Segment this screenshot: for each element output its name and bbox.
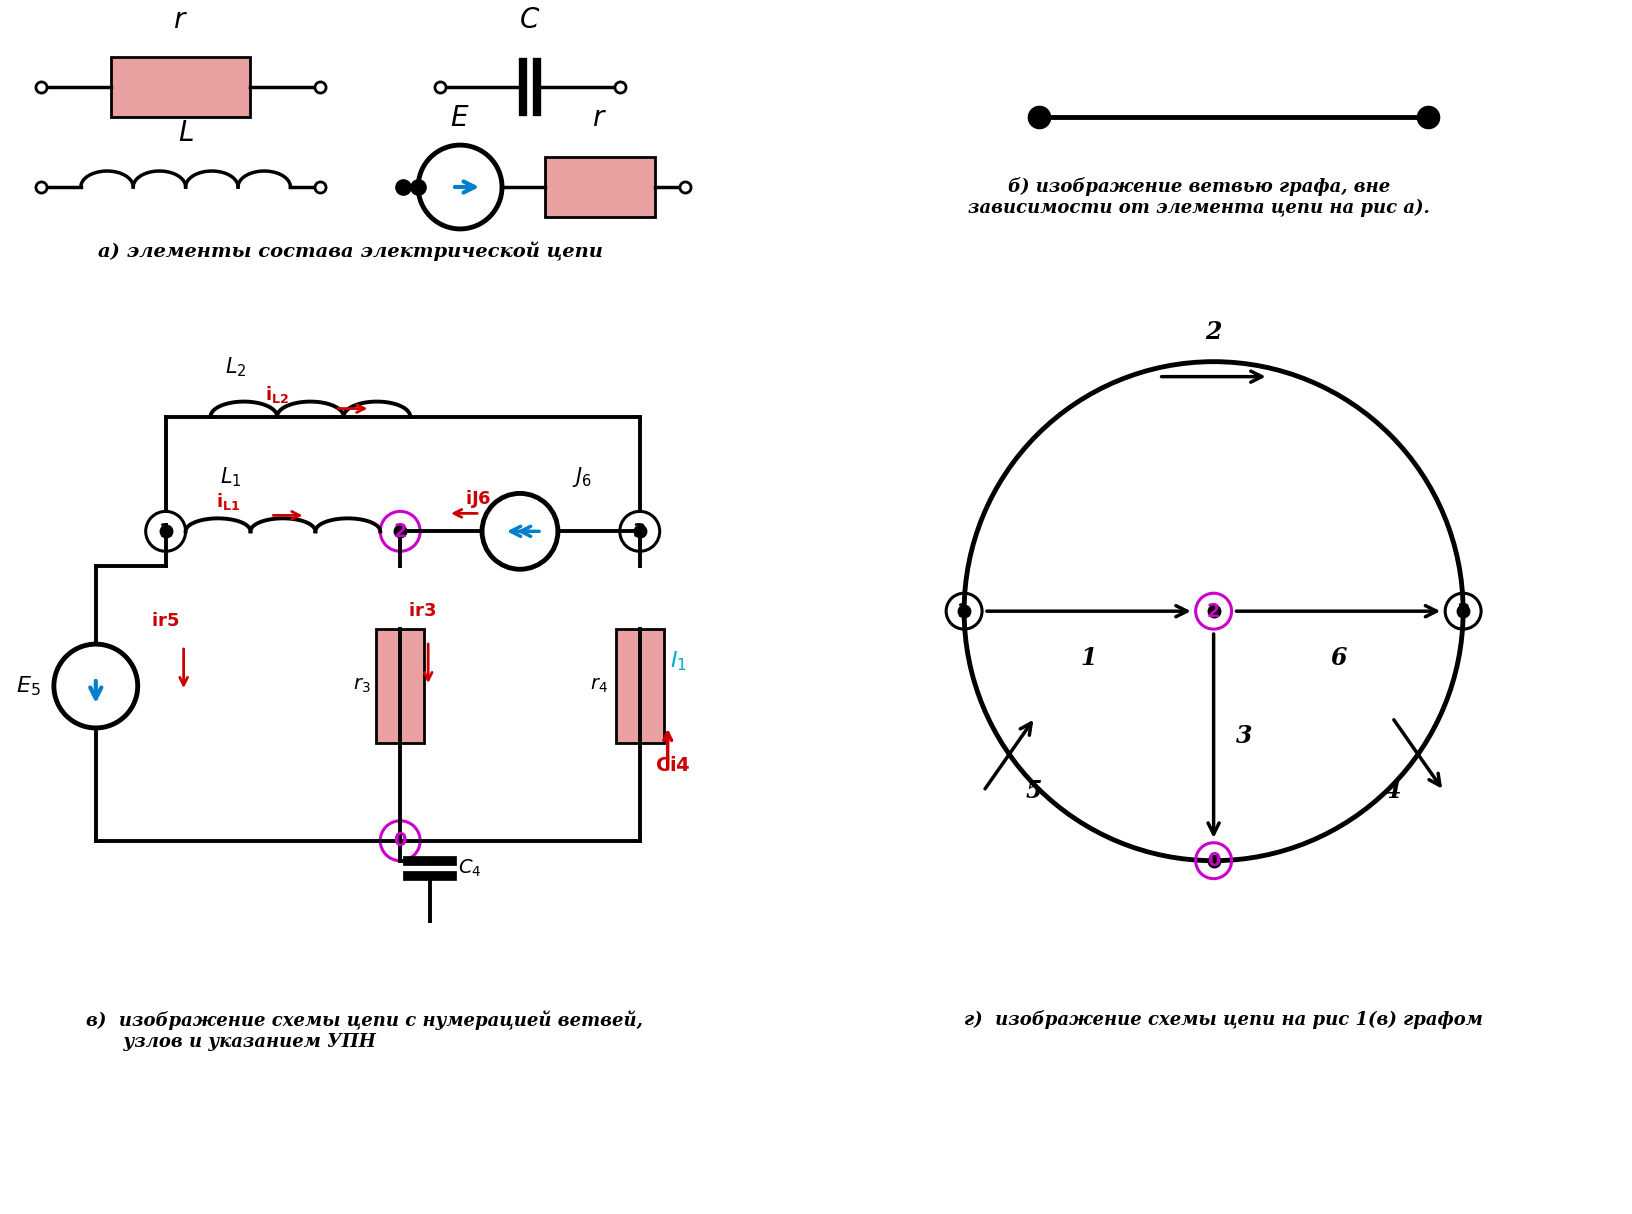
Text: $r_4$: $r_4$ bbox=[589, 677, 607, 696]
Text: в)  изображение схемы цепи с нумерацией ветвей,
      узлов и указанием УПН: в) изображение схемы цепи с нумерацией в… bbox=[86, 1010, 643, 1050]
Text: 1: 1 bbox=[158, 522, 173, 540]
Bar bbox=[377, 629, 424, 743]
Text: $r$: $r$ bbox=[173, 7, 188, 34]
Text: 2: 2 bbox=[1206, 319, 1222, 344]
Text: 0: 0 bbox=[393, 832, 406, 850]
Text: $L_2$: $L_2$ bbox=[225, 354, 246, 379]
Text: $E_5$: $E_5$ bbox=[16, 674, 41, 698]
Text: б) изображение ветвью графа, вне
зависимости от элемента цепи на рис а).: б) изображение ветвью графа, вне зависим… bbox=[968, 177, 1430, 217]
Text: $\mathbf{iJ6}$: $\mathbf{iJ6}$ bbox=[465, 488, 491, 510]
Text: а) элементы состава электрической цепи: а) элементы состава электрической цепи bbox=[98, 242, 602, 261]
Text: 3: 3 bbox=[1235, 724, 1252, 748]
Text: 3: 3 bbox=[633, 522, 646, 540]
Text: $\mathbf{ir3}$: $\mathbf{ir3}$ bbox=[408, 602, 436, 620]
Text: $C$: $C$ bbox=[519, 7, 540, 34]
Bar bbox=[615, 629, 664, 743]
Text: $\mathbf{i_{L1}}$: $\mathbf{i_{L1}}$ bbox=[215, 490, 240, 512]
Text: $E$: $E$ bbox=[450, 106, 470, 132]
Text: $J_6$: $J_6$ bbox=[571, 465, 592, 489]
Text: 6: 6 bbox=[1330, 646, 1346, 670]
Text: 1: 1 bbox=[958, 602, 971, 620]
Text: 3: 3 bbox=[1456, 602, 1470, 620]
Text: $\mathbf{ir5}$: $\mathbf{ir5}$ bbox=[150, 612, 180, 630]
Text: 4: 4 bbox=[1386, 779, 1402, 802]
Text: $r_3$: $r_3$ bbox=[353, 677, 370, 696]
Text: $L_1$: $L_1$ bbox=[220, 466, 242, 489]
Bar bbox=[111, 57, 250, 117]
Text: 5: 5 bbox=[1027, 779, 1043, 802]
Text: $L$: $L$ bbox=[178, 120, 194, 147]
Text: $I_1$: $I_1$ bbox=[669, 649, 687, 673]
Text: 0: 0 bbox=[1208, 851, 1221, 870]
Text: 2: 2 bbox=[393, 522, 406, 540]
Text: г)  изображение схемы цепи на рис 1(в) графом: г) изображение схемы цепи на рис 1(в) гр… bbox=[965, 1010, 1483, 1029]
Text: 2: 2 bbox=[1206, 602, 1221, 620]
Text: $\mathbf{i_{L2}}$: $\mathbf{i_{L2}}$ bbox=[266, 384, 289, 405]
Text: $C_4$: $C_4$ bbox=[459, 857, 481, 879]
Text: $r$: $r$ bbox=[592, 106, 607, 132]
Bar bbox=[545, 157, 654, 217]
Text: $\mathbf{Ci4}$: $\mathbf{Ci4}$ bbox=[654, 756, 690, 776]
Text: 1: 1 bbox=[1080, 646, 1097, 670]
